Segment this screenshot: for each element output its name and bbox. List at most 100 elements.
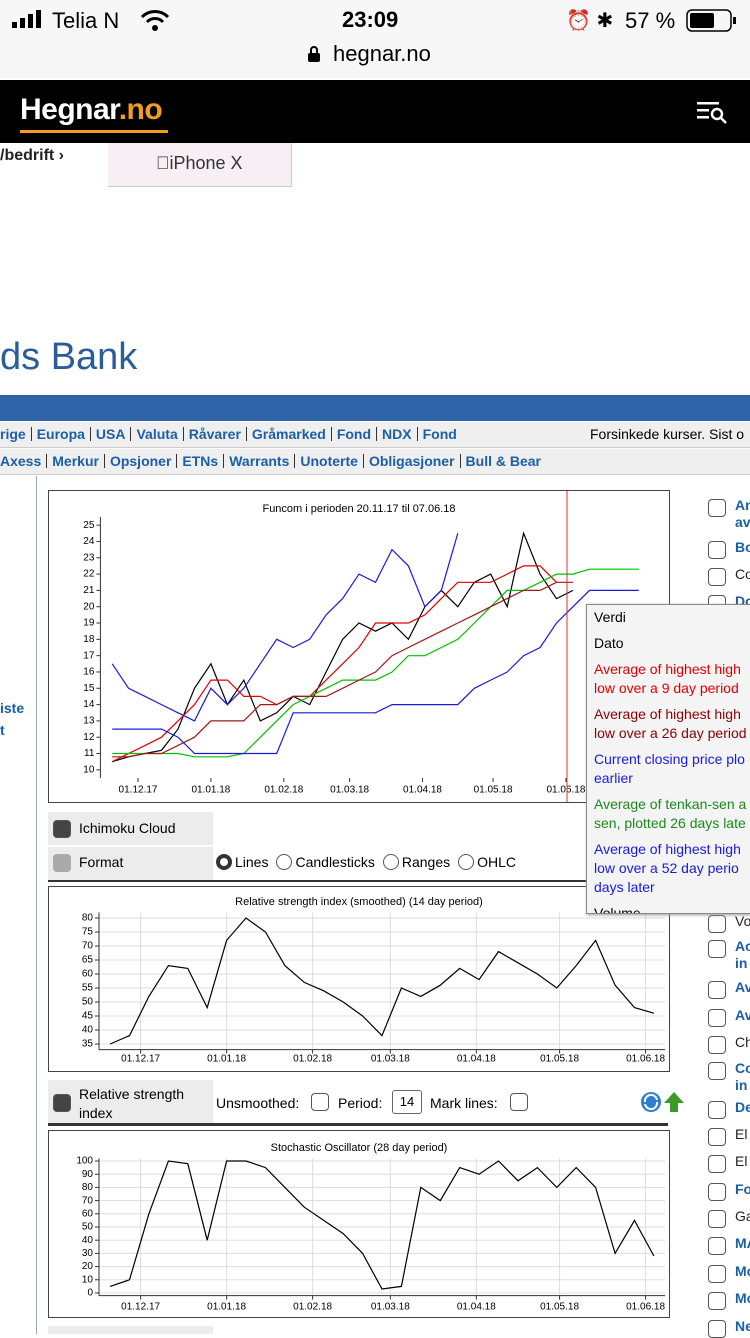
nav-link[interactable]: Råvarer [182, 427, 246, 441]
y-tick-label: 20 [83, 601, 95, 612]
left-link[interactable]: iste [0, 700, 25, 716]
checkbox[interactable] [708, 1183, 726, 1201]
radio-label: Candlesticks [295, 854, 375, 870]
indicator-text: Ac [735, 938, 750, 954]
nav-link[interactable]: Fond [330, 427, 376, 441]
nav-link[interactable]: Warrants [223, 454, 294, 468]
left-link[interactable]: t [0, 722, 5, 738]
indicator-label: Ga [735, 1208, 750, 1225]
checkbox[interactable] [708, 1009, 726, 1027]
checkbox[interactable] [311, 1093, 329, 1111]
ad-banner[interactable] [108, 143, 292, 187]
y-tick-label: 40 [82, 1235, 94, 1246]
indicator-label[interactable]: De [735, 1099, 750, 1116]
nav-link[interactable]: ETNs [176, 454, 223, 468]
indicator-label[interactable]: Bo [735, 539, 750, 556]
checkbox[interactable] [708, 1210, 726, 1228]
checkbox[interactable] [708, 1265, 726, 1283]
indicator-label[interactable]: Mo [735, 1290, 750, 1307]
checkbox[interactable] [708, 1292, 726, 1310]
nav-link[interactable]: NDX [376, 427, 417, 441]
checkbox[interactable] [53, 820, 71, 838]
checkbox[interactable] [708, 568, 726, 586]
indicator-label[interactable]: Fo [735, 1181, 750, 1198]
checkbox[interactable] [708, 541, 726, 559]
indicator-label: Vo [735, 913, 750, 930]
y-tick-label: 12 [83, 732, 95, 743]
nav-link[interactable]: Bull & Bear [459, 454, 546, 468]
x-tick-label: 01.04.18 [457, 1054, 496, 1065]
left-border [36, 476, 37, 1334]
checkbox[interactable] [708, 1155, 726, 1173]
checkbox[interactable] [510, 1093, 528, 1111]
nav-link[interactable]: Axess [0, 453, 42, 469]
indicator-label[interactable]: Ac in [735, 938, 750, 972]
tooltip-line: low over a 9 day period [594, 680, 739, 696]
radio[interactable] [458, 854, 475, 870]
nav-link[interactable]: Valuta [130, 427, 182, 441]
indicator-text: El [735, 1126, 748, 1142]
nav-link[interactable]: Obligasjoner [362, 454, 460, 468]
blue-bar [0, 395, 750, 421]
nav-link[interactable]: Fond [416, 427, 462, 441]
tooltip: Verdi Dato Average of highest high low over… [586, 604, 750, 914]
indicator-label: El [735, 1153, 747, 1170]
checkbox[interactable] [708, 915, 726, 933]
y-tick-label: 13 [83, 716, 95, 727]
indicator-text: Mo [735, 1290, 750, 1306]
indicator-label[interactable]: Co in [735, 1060, 750, 1094]
checkbox[interactable] [708, 940, 726, 958]
refresh-up-icons[interactable] [640, 1090, 688, 1114]
tooltip-line: low over a 26 day period [594, 725, 747, 741]
indicator-label[interactable]: MA [735, 1235, 750, 1252]
nav-link[interactable]: Gråmarked [245, 427, 331, 441]
checkbox[interactable] [708, 1036, 726, 1054]
nav-link[interactable]: USA [89, 427, 131, 441]
indicator-text: An [735, 497, 750, 513]
tooltip-line: low over a 52 day perio [594, 860, 739, 876]
nav-link[interactable]: Opsjoner [103, 454, 176, 468]
y-tick-label: 60 [82, 1208, 94, 1219]
nav-link[interactable]: Merkur [46, 454, 104, 468]
nav-link[interactable]: Unoterte [294, 454, 363, 468]
indicator-label[interactable]: Av [735, 1007, 750, 1024]
indicator-label[interactable]: An av [735, 497, 750, 531]
checkbox[interactable] [708, 1128, 726, 1146]
radio[interactable] [276, 854, 293, 870]
checkbox[interactable] [708, 1101, 726, 1119]
menu-icon[interactable] [696, 100, 730, 124]
indicator-text: in [735, 1077, 748, 1093]
nav-link[interactable]: rige [0, 426, 26, 442]
indicator-label[interactable]: Av [735, 979, 750, 996]
checkbox[interactable] [708, 981, 726, 999]
battery-icon [686, 9, 736, 32]
radio[interactable] [216, 854, 232, 870]
checkbox[interactable] [708, 1320, 726, 1338]
tooltip-line: Current closing price plo [594, 751, 745, 767]
period-input[interactable]: 14 [392, 1090, 422, 1114]
url[interactable]: hegnar.no [333, 41, 431, 66]
clock: 23:09 [342, 7, 399, 32]
radio[interactable] [382, 854, 399, 870]
nav-link[interactable]: Europa [30, 427, 90, 441]
checkbox[interactable] [53, 1094, 71, 1112]
indicator-text: Vo [735, 913, 750, 929]
logo[interactable]: Hegnar.no [20, 93, 163, 127]
y-tick-label: 100 [76, 1156, 93, 1167]
indicator-text: Av [735, 1007, 750, 1023]
y-tick-label: 55 [82, 983, 94, 994]
y-tick-label: 19 [83, 618, 95, 629]
indicator-text: Ga [735, 1208, 750, 1224]
indicator-text: Ch [735, 1034, 750, 1050]
checkbox[interactable] [708, 1062, 726, 1080]
ichimoku-row: Ichimoku Cloud [48, 812, 668, 845]
indicator-label[interactable]: Ne [735, 1318, 750, 1335]
data-line [109, 917, 655, 1045]
indicator-label[interactable]: Mo [735, 1263, 750, 1280]
y-tick-label: 80 [82, 913, 94, 924]
ichimoku-chart: Funcom i perioden 20.11.17 til 07.06.18 1… [48, 490, 670, 803]
checkbox[interactable] [708, 499, 726, 517]
y-tick-label: 22 [83, 569, 95, 580]
breadcrumb[interactable]: /bedrift › [0, 147, 64, 164]
checkbox[interactable] [708, 1237, 726, 1255]
